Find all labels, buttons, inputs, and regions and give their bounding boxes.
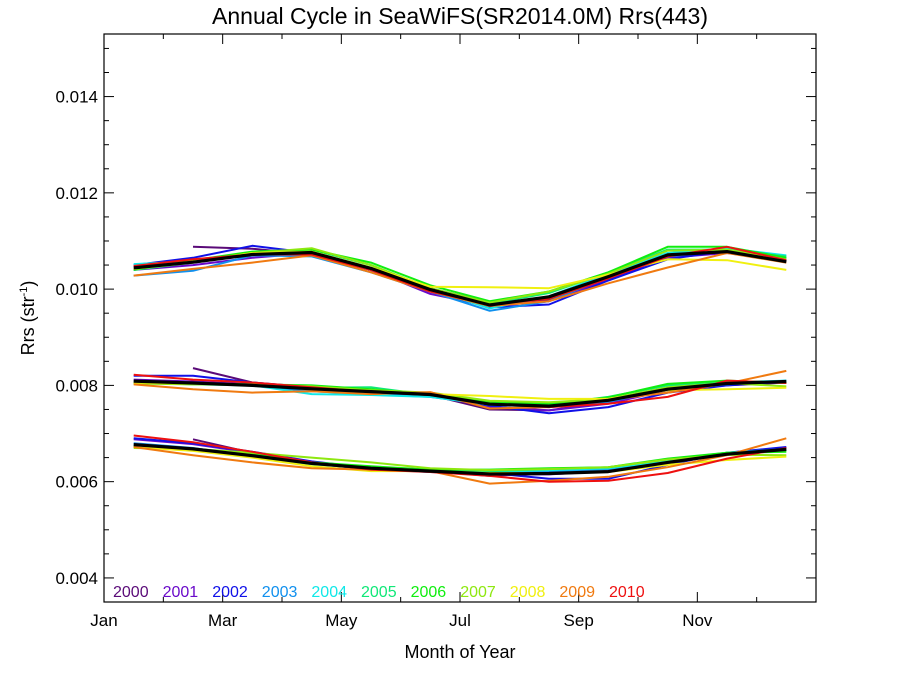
series-line-2009-lower	[133, 437, 787, 485]
legend-entry-2009: 2009	[559, 584, 595, 601]
y-tick-label: 0.008	[55, 376, 98, 395]
legend-entry-2007: 2007	[460, 584, 496, 601]
x-tick-label: Nov	[682, 611, 713, 630]
y-tick-label: 0.004	[55, 569, 98, 588]
y-axis-label: Rrs (str-1)	[18, 281, 38, 356]
legend-entry-2001: 2001	[163, 584, 199, 601]
plot-area	[133, 244, 787, 485]
legend-entry-2000: 2000	[113, 584, 149, 601]
y-tick-label: 0.012	[55, 184, 98, 203]
y-tick-label: 0.006	[55, 473, 98, 492]
x-tick-label: Jan	[90, 611, 117, 630]
x-tick-label: May	[325, 611, 358, 630]
y-tick-label: 0.010	[55, 280, 98, 299]
chart-title: Annual Cycle in SeaWiFS(SR2014.0M) Rrs(4…	[212, 3, 708, 29]
legend-entry-2008: 2008	[510, 584, 546, 601]
x-axis-label: Month of Year	[404, 642, 515, 662]
mean-line-lower	[133, 443, 787, 476]
legend-entry-2010: 2010	[609, 584, 645, 601]
legend-entry-2002: 2002	[212, 584, 248, 601]
legend-entry-2005: 2005	[361, 584, 397, 601]
mean-line-upper	[133, 250, 787, 307]
y-tick-label: 0.014	[55, 88, 98, 107]
x-tick-label: Sep	[564, 611, 594, 630]
plot-frame	[103, 33, 817, 603]
series-line-2007-lower	[133, 447, 787, 472]
legend-entry-2003: 2003	[262, 584, 298, 601]
x-axis: Jan Mar May Jul Sep Nov	[90, 34, 817, 630]
mean-line-middle	[133, 379, 787, 408]
legend-entry-2006: 2006	[411, 584, 447, 601]
x-tick-label: Jul	[449, 611, 471, 630]
legend-entry-2004: 2004	[311, 584, 347, 601]
x-tick-label: Mar	[208, 611, 238, 630]
y-axis: 0.004 0.006 0.008 0.010 0.012 0.014	[55, 47, 816, 603]
series-line-2006-upper	[133, 245, 787, 303]
legend: 2000 2001 2002 2003 2004 2005 2006 2007 2008 2009…	[113, 584, 645, 601]
